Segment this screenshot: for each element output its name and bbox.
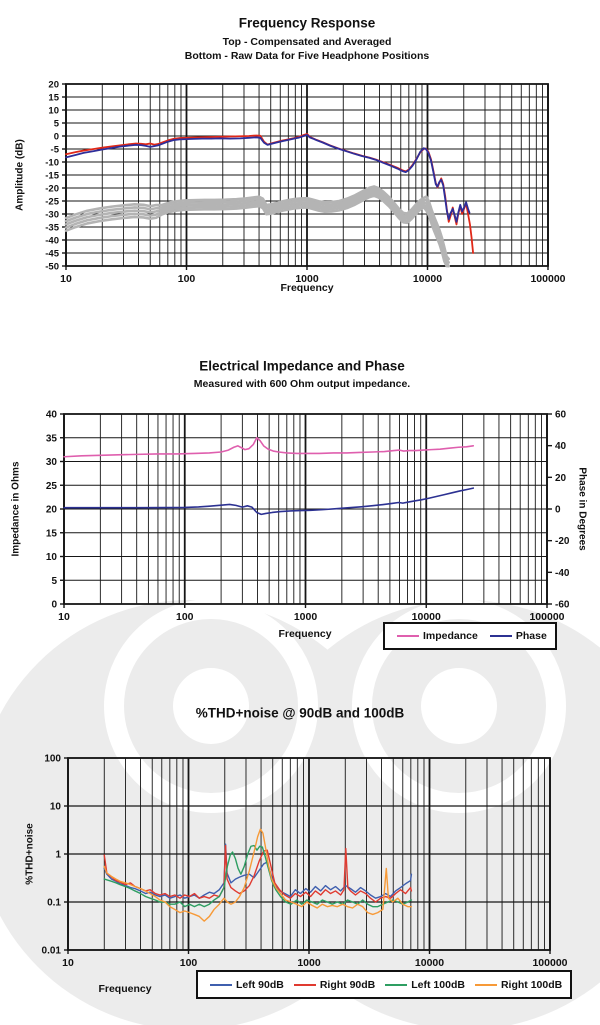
svg-text:100000: 100000 [532,957,567,969]
svg-text:1000: 1000 [297,957,321,969]
svg-text:100000: 100000 [530,273,565,285]
svg-text:15: 15 [46,528,58,539]
svg-text:-30: -30 [45,210,59,221]
svg-text:100: 100 [180,957,198,969]
phase-legend-label: Phase [515,630,547,642]
phase-line-swatch [489,635,512,637]
svg-text:0: 0 [51,600,57,611]
svg-text:-35: -35 [45,223,59,234]
svg-text:25: 25 [46,481,58,492]
frequency-axis-label-chart1: Frequency [280,282,334,294]
svg-text:60: 60 [555,410,567,421]
legend-item-right-90db: Right 90dB [290,979,375,991]
watermark-left-pupil [173,668,249,744]
right-90db-legend-label: Right 90dB [319,978,376,991]
frequency-response-subtitle-bottom: Bottom - Raw Data for Five Headphone Pos… [184,50,430,62]
impedance-phase-legend: Impedance Phase [383,622,557,650]
svg-text:-60: -60 [555,600,570,611]
left-100db-line-swatch [385,983,408,986]
svg-text:10: 10 [48,106,59,117]
svg-text:-5: -5 [51,145,60,156]
svg-text:10: 10 [58,611,70,623]
svg-text:10: 10 [50,802,62,813]
svg-text:-15: -15 [45,171,59,182]
thd-axis-label: %THD+noise [24,823,36,885]
svg-text:0.01: 0.01 [42,946,62,957]
frequency-response-title: Frequency Response [238,15,376,31]
svg-text:15: 15 [48,93,59,104]
svg-text:30: 30 [46,457,58,468]
impedance-axis-label: Impedance in Ohms [10,461,22,557]
impedance-line-swatch [397,635,419,637]
svg-text:10: 10 [62,957,74,969]
svg-text:100: 100 [176,611,194,623]
right-100db-legend-label: Right 100dB [500,978,563,991]
svg-text:40: 40 [46,410,58,421]
impedance-phase-subtitle: Measured with 600 Ohm output impedance. [193,378,411,390]
left-90db-line-swatch [210,983,232,986]
svg-text:10: 10 [46,552,58,563]
svg-text:100000: 100000 [529,611,564,623]
thd-noise-title: %THD+noise @ 90dB and 100dB [195,705,405,721]
legend-item-left-90db: Left 90dB [206,979,284,991]
svg-text:100: 100 [44,754,61,765]
svg-text:-25: -25 [45,197,59,208]
svg-text:-45: -45 [45,249,59,260]
svg-text:5: 5 [54,119,60,130]
svg-text:1000: 1000 [294,611,318,623]
watermark-right-pupil [421,668,497,744]
legend-item-phase: Phase [486,630,547,642]
svg-text:35: 35 [46,433,58,444]
impedance-legend-label: Impedance [423,630,478,642]
svg-text:20: 20 [46,505,58,516]
left-100db-legend-label: Left 100dB [411,978,465,991]
svg-text:-40: -40 [45,236,59,247]
watermark-right-disc [250,600,600,1025]
legend-item-left-100db: Left 100dB [381,979,465,991]
frequency-axis-label-chart2: Frequency [278,628,332,640]
svg-text:10: 10 [60,273,72,285]
svg-text:40: 40 [555,441,567,452]
impedance-phase-title: Electrical Impedance and Phase [199,358,405,374]
frequency-response-subtitle-top: Top - Compensated and Averaged [222,36,392,48]
svg-text:10000: 10000 [413,273,442,285]
svg-text:1000: 1000 [295,273,319,285]
svg-text:-50: -50 [45,262,59,273]
svg-text:20: 20 [48,80,59,91]
svg-text:1: 1 [55,850,61,861]
svg-text:100: 100 [178,273,196,285]
svg-text:0.1: 0.1 [47,898,61,909]
svg-text:-20: -20 [555,536,570,547]
phase-axis-label: Phase in Degrees [576,467,588,551]
legend-item-right-100db: Right 100dB [471,979,562,991]
amplitude-axis-label: Amplitude (dB) [14,139,26,211]
svg-text:-20: -20 [45,184,59,195]
svg-text:0: 0 [54,132,59,143]
svg-text:10000: 10000 [412,611,441,623]
svg-text:5: 5 [51,576,57,587]
watermark-right-ring [352,599,566,813]
watermark-left-ring [104,599,318,813]
svg-text:0: 0 [555,505,561,516]
left-90db-legend-label: Left 90dB [236,978,284,991]
svg-text:20: 20 [555,473,567,484]
thd-legend: Left 90dB Right 90dB Left 100dB Right 10… [196,970,573,999]
legend-item-impedance: Impedance [393,630,478,642]
frequency-axis-label-chart3: Frequency [98,983,152,995]
right-90db-line-swatch [293,983,316,986]
svg-text:-40: -40 [555,568,570,579]
right-100db-line-swatch [474,983,497,986]
svg-text:10000: 10000 [415,957,444,969]
svg-text:-10: -10 [45,158,59,169]
